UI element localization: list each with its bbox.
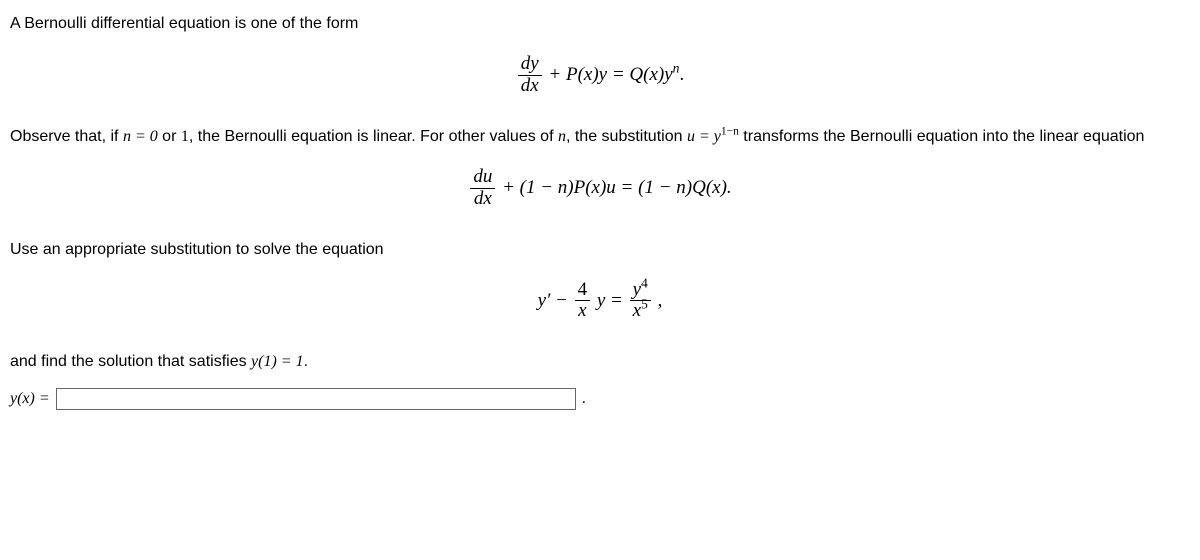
- eq1-sup: n: [673, 60, 680, 75]
- eq3-f1-den: x: [575, 301, 591, 322]
- fraction-y4-x5: y4 x5: [630, 280, 651, 323]
- condition-text: and find the solution that satisfies y(1…: [10, 350, 1190, 374]
- p2g: , the substitution: [566, 128, 687, 145]
- p2e: , the Bernoulli equation is linear. For …: [189, 128, 558, 145]
- p2h-sup: 1−n: [721, 125, 739, 137]
- intro-text: A Bernoulli differential equation is one…: [10, 12, 1190, 36]
- fraction-4-x: 4 x: [575, 280, 591, 323]
- eq3-f1-num: 4: [575, 280, 591, 302]
- frac-num-2: du: [470, 167, 495, 189]
- eq2-rest: + (1 − n)P(x)u = (1 − n)Q(x).: [497, 177, 731, 198]
- instruction-text: Use an appropriate substitution to solve…: [10, 238, 1190, 262]
- p4a: and find the solution that satisfies: [10, 353, 251, 370]
- observe-text: Observe that, if n = 0 or 1, the Bernoul…: [10, 125, 1190, 149]
- fraction-dy-dx: dy dx: [518, 54, 542, 97]
- p2d: 1: [181, 128, 189, 145]
- p2i: transforms the Bernoulli equation into t…: [739, 128, 1145, 145]
- p2b: n = 0: [123, 128, 158, 145]
- p4b: y(1) = 1: [251, 353, 304, 370]
- eq3-f2-den: x5: [630, 301, 651, 322]
- eq1-tail: .: [680, 64, 685, 85]
- frac-den: dx: [518, 76, 542, 97]
- eq3-f2-num-base: y: [633, 279, 641, 300]
- frac-den-2: dx: [470, 189, 495, 210]
- p4c: .: [304, 353, 308, 370]
- equation-2: du dx + (1 − n)P(x)u = (1 − n)Q(x).: [10, 167, 1190, 210]
- eq3-tail: ,: [653, 289, 663, 310]
- eq3-mid: y =: [592, 289, 628, 310]
- eq3-lead: y′ −: [538, 289, 573, 310]
- eq3-f2-num-sup: 4: [641, 275, 648, 290]
- answer-input[interactable]: [56, 388, 576, 410]
- eq1-rest: + P(x)y = Q(x)y: [544, 64, 673, 85]
- eq3-f2-den-sup: 5: [641, 297, 648, 312]
- fraction-du-dx: du dx: [470, 167, 495, 210]
- equation-1: dy dx + P(x)y = Q(x)yn.: [10, 54, 1190, 97]
- p2h: u = y: [687, 128, 721, 145]
- frac-num: dy: [518, 54, 542, 76]
- answer-label: y(x) =: [10, 390, 50, 408]
- answer-row: y(x) = .: [10, 388, 1190, 410]
- equation-3: y′ − 4 x y = y4 x5 ,: [10, 280, 1190, 323]
- eq3-f2-den-base: x: [633, 300, 641, 321]
- p2c: or: [158, 128, 181, 145]
- p2a: Observe that, if: [10, 128, 123, 145]
- answer-trail: .: [582, 390, 586, 408]
- p2f: n: [558, 128, 566, 145]
